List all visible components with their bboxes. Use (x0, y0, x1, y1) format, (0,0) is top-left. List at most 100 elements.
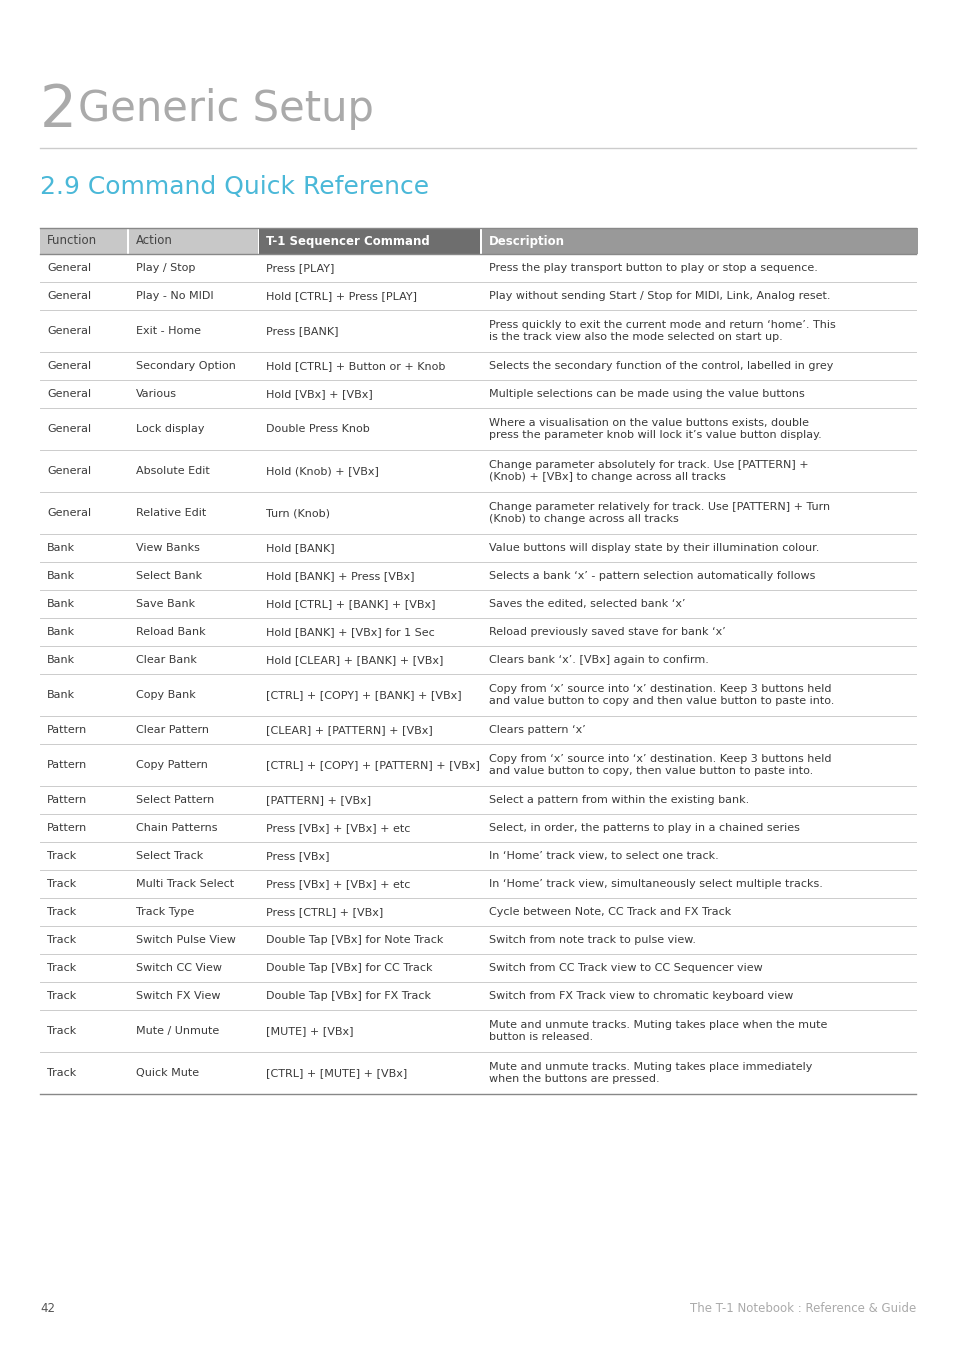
Text: Switch from CC Track view to CC Sequencer view: Switch from CC Track view to CC Sequence… (488, 963, 761, 973)
Text: Press [BANK]: Press [BANK] (266, 325, 338, 336)
Text: Turn (Knob): Turn (Knob) (266, 508, 330, 518)
Text: In ‘Home’ track view, to select one track.: In ‘Home’ track view, to select one trac… (488, 850, 718, 861)
Text: Where a visualisation on the value buttons exists, double
press the parameter kn: Where a visualisation on the value butto… (488, 417, 821, 440)
Text: Bank: Bank (47, 655, 75, 666)
Text: In ‘Home’ track view, simultaneously select multiple tracks.: In ‘Home’ track view, simultaneously sel… (488, 879, 821, 890)
Bar (129, 228, 257, 254)
Text: Lock display: Lock display (135, 424, 204, 433)
Bar (481, 228, 917, 254)
Text: Reload Bank: Reload Bank (135, 626, 205, 637)
Text: View Banks: View Banks (135, 543, 199, 554)
Text: Hold [BANK] + Press [VBx]: Hold [BANK] + Press [VBx] (266, 571, 415, 580)
Text: Generic Setup: Generic Setup (78, 88, 374, 130)
Text: Double Press Knob: Double Press Knob (266, 424, 370, 433)
Text: Mute / Unmute: Mute / Unmute (135, 1026, 219, 1035)
Text: Press quickly to exit the current mode and return ‘home’. This
is the track view: Press quickly to exit the current mode a… (488, 320, 835, 343)
Text: Hold [VBx] + [VBx]: Hold [VBx] + [VBx] (266, 389, 373, 400)
Text: Clears pattern ‘x’: Clears pattern ‘x’ (488, 725, 585, 734)
Text: Play / Stop: Play / Stop (135, 263, 195, 273)
Text: Reload previously saved stave for bank ‘x’: Reload previously saved stave for bank ‘… (488, 626, 725, 637)
Text: Hold [CTRL] + Press [PLAY]: Hold [CTRL] + Press [PLAY] (266, 292, 417, 301)
Text: [MUTE] + [VBx]: [MUTE] + [VBx] (266, 1026, 354, 1035)
Text: Multiple selections can be made using the value buttons: Multiple selections can be made using th… (488, 389, 803, 400)
Text: Press [CTRL] + [VBx]: Press [CTRL] + [VBx] (266, 907, 383, 917)
Text: Clear Bank: Clear Bank (135, 655, 196, 666)
Text: Action: Action (135, 235, 172, 247)
Text: Bank: Bank (47, 543, 75, 554)
Text: Copy from ‘x’ source into ‘x’ destination. Keep 3 buttons held
and value button : Copy from ‘x’ source into ‘x’ destinatio… (488, 683, 833, 706)
Text: Track: Track (47, 1026, 76, 1035)
Bar (259, 228, 479, 254)
Text: Value buttons will display state by their illumination colour.: Value buttons will display state by thei… (488, 543, 819, 554)
Text: Track: Track (47, 936, 76, 945)
Text: Exit - Home: Exit - Home (135, 325, 200, 336)
Text: Track: Track (47, 879, 76, 890)
Text: General: General (47, 263, 91, 273)
Text: Selects the secondary function of the control, labelled in grey: Selects the secondary function of the co… (488, 360, 832, 371)
Text: Press [PLAY]: Press [PLAY] (266, 263, 335, 273)
Text: Secondary Option: Secondary Option (135, 360, 235, 371)
Text: Hold [CTRL] + Button or + Knob: Hold [CTRL] + Button or + Knob (266, 360, 445, 371)
Text: Select, in order, the patterns to play in a chained series: Select, in order, the patterns to play i… (488, 824, 799, 833)
Text: The T-1 Notebook : Reference & Guide: The T-1 Notebook : Reference & Guide (689, 1301, 915, 1315)
Text: General: General (47, 292, 91, 301)
Text: Mute and unmute tracks. Muting takes place when the mute
button is released.: Mute and unmute tracks. Muting takes pla… (488, 1019, 826, 1042)
Text: Bank: Bank (47, 626, 75, 637)
Text: T-1 Sequencer Command: T-1 Sequencer Command (266, 235, 430, 247)
Text: Selects a bank ‘x’ - pattern selection automatically follows: Selects a bank ‘x’ - pattern selection a… (488, 571, 814, 580)
Text: Bank: Bank (47, 690, 75, 701)
Text: General: General (47, 325, 91, 336)
Text: 42: 42 (40, 1301, 55, 1315)
Text: Various: Various (135, 389, 176, 400)
Text: Double Tap [VBx] for FX Track: Double Tap [VBx] for FX Track (266, 991, 431, 1000)
Text: Play without sending Start / Stop for MIDI, Link, Analog reset.: Play without sending Start / Stop for MI… (488, 292, 829, 301)
Text: Track: Track (47, 1068, 76, 1079)
Text: Function: Function (47, 235, 97, 247)
Text: Copy Pattern: Copy Pattern (135, 760, 208, 770)
Text: Pattern: Pattern (47, 795, 88, 805)
Text: Switch FX View: Switch FX View (135, 991, 220, 1000)
Text: Hold [CLEAR] + [BANK] + [VBx]: Hold [CLEAR] + [BANK] + [VBx] (266, 655, 443, 666)
Text: Pattern: Pattern (47, 725, 88, 734)
Text: Double Tap [VBx] for Note Track: Double Tap [VBx] for Note Track (266, 936, 443, 945)
Text: Press [VBx] + [VBx] + etc: Press [VBx] + [VBx] + etc (266, 879, 411, 890)
Text: 2.9 Command Quick Reference: 2.9 Command Quick Reference (40, 176, 429, 198)
Text: Hold [BANK] + [VBx] for 1 Sec: Hold [BANK] + [VBx] for 1 Sec (266, 626, 435, 637)
Text: Bank: Bank (47, 599, 75, 609)
Text: Select Track: Select Track (135, 850, 203, 861)
Text: Press the play transport button to play or stop a sequence.: Press the play transport button to play … (488, 263, 817, 273)
Text: Track: Track (47, 963, 76, 973)
Text: Hold [BANK]: Hold [BANK] (266, 543, 335, 554)
Text: Change parameter absolutely for track. Use [PATTERN] +
(Knob) + [VBx] to change : Change parameter absolutely for track. U… (488, 459, 807, 482)
Text: Press [VBx] + [VBx] + etc: Press [VBx] + [VBx] + etc (266, 824, 411, 833)
Text: Mute and unmute tracks. Muting takes place immediately
when the buttons are pres: Mute and unmute tracks. Muting takes pla… (488, 1061, 811, 1084)
Text: General: General (47, 466, 91, 477)
Text: Track Type: Track Type (135, 907, 193, 917)
Text: Track: Track (47, 991, 76, 1000)
Text: General: General (47, 389, 91, 400)
Text: 2: 2 (40, 82, 77, 139)
Text: Saves the edited, selected bank ‘x’: Saves the edited, selected bank ‘x’ (488, 599, 684, 609)
Text: Copy Bank: Copy Bank (135, 690, 195, 701)
Text: Switch from note track to pulse view.: Switch from note track to pulse view. (488, 936, 695, 945)
Text: Clears bank ‘x’. [VBx] again to confirm.: Clears bank ‘x’. [VBx] again to confirm. (488, 655, 708, 666)
Text: Play - No MIDI: Play - No MIDI (135, 292, 213, 301)
Text: Save Bank: Save Bank (135, 599, 194, 609)
Text: [CTRL] + [MUTE] + [VBx]: [CTRL] + [MUTE] + [VBx] (266, 1068, 407, 1079)
Text: Hold (Knob) + [VBx]: Hold (Knob) + [VBx] (266, 466, 379, 477)
Text: Pattern: Pattern (47, 760, 88, 770)
Text: General: General (47, 508, 91, 518)
Text: General: General (47, 360, 91, 371)
Text: Switch Pulse View: Switch Pulse View (135, 936, 235, 945)
Text: Copy from ‘x’ source into ‘x’ destination. Keep 3 buttons held
and value button : Copy from ‘x’ source into ‘x’ destinatio… (488, 753, 830, 776)
Text: Bank: Bank (47, 571, 75, 580)
Text: Double Tap [VBx] for CC Track: Double Tap [VBx] for CC Track (266, 963, 433, 973)
Text: Switch CC View: Switch CC View (135, 963, 221, 973)
Text: Select Bank: Select Bank (135, 571, 202, 580)
Text: [CTRL] + [COPY] + [BANK] + [VBx]: [CTRL] + [COPY] + [BANK] + [VBx] (266, 690, 461, 701)
Text: [PATTERN] + [VBx]: [PATTERN] + [VBx] (266, 795, 372, 805)
Text: Chain Patterns: Chain Patterns (135, 824, 217, 833)
Text: Track: Track (47, 907, 76, 917)
Text: Relative Edit: Relative Edit (135, 508, 206, 518)
Text: Pattern: Pattern (47, 824, 88, 833)
